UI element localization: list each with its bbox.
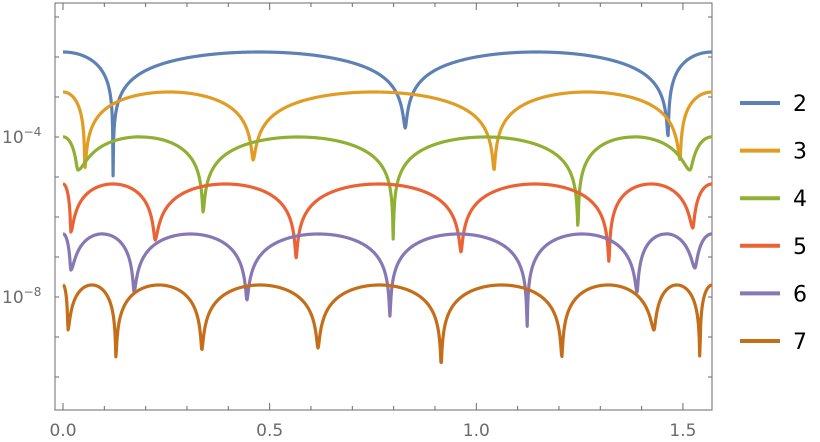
series-line-2 — [61, 50, 714, 178]
x-tick-label: 0.0 — [49, 421, 76, 441]
x-tick-label: 1.5 — [669, 421, 696, 441]
legend-label-7: 7 — [793, 330, 807, 355]
y-tick-label: 10−4 — [2, 125, 41, 148]
series-line-5 — [61, 182, 714, 263]
series-line-3 — [61, 90, 714, 171]
legend-label-3: 3 — [793, 140, 807, 165]
x-tick-label: 1.0 — [463, 421, 490, 441]
plot-frame — [54, 2, 713, 411]
legend-label-4: 4 — [793, 187, 807, 212]
x-tick-label: 0.5 — [256, 421, 283, 441]
legend-label-6: 6 — [793, 282, 807, 307]
series-line-4 — [61, 135, 714, 241]
legend-label-5: 5 — [793, 235, 807, 260]
series-line-6 — [61, 232, 714, 328]
legend-label-2: 2 — [793, 92, 807, 117]
series-line-7 — [61, 283, 714, 364]
y-tick-label: 10−8 — [2, 285, 41, 308]
